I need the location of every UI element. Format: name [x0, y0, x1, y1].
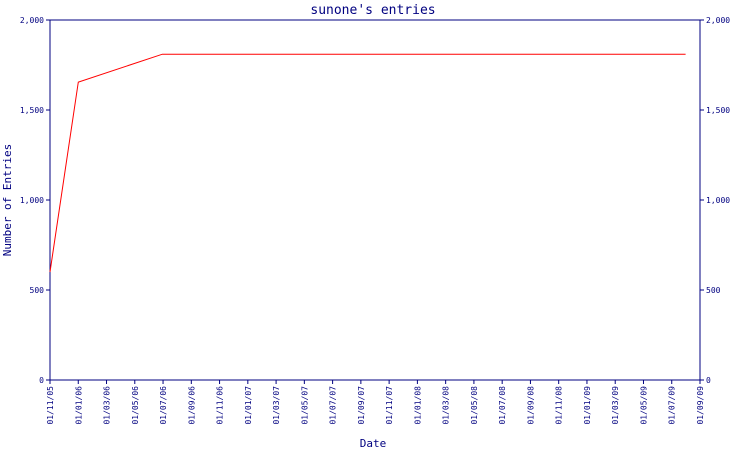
x-tick-label: 01/09/06	[187, 386, 196, 425]
x-tick-label: 01/07/09	[668, 386, 677, 425]
x-tick-label: 01/03/07	[272, 386, 281, 425]
x-tick-label: 01/09/08	[526, 386, 535, 425]
x-tick-label: 01/07/07	[329, 386, 338, 425]
y-axis-left: 0 500 1,000 1,500 2,000	[20, 16, 50, 385]
y-tick-label-left: 500	[30, 286, 45, 295]
x-axis: 01/11/05 01/01/06 01/03/06 01/05/06 01/07/06…	[46, 380, 705, 425]
y-tick-label-right: 0	[706, 376, 711, 385]
x-tick-label: 01/11/08	[555, 386, 564, 425]
series-line	[49, 53, 686, 273]
x-tick-label: 01/05/09	[639, 386, 648, 425]
x-tick-label: 01/09/07	[357, 386, 366, 425]
x-tick-label: 01/01/08	[413, 386, 422, 425]
x-tick-label: 01/05/07	[300, 386, 309, 425]
x-tick-label: 01/07/08	[498, 386, 507, 425]
x-tick-label: 01/09/09	[696, 386, 705, 425]
y-tick-label-right: 1,000	[706, 196, 730, 205]
x-tick-label: 01/05/08	[470, 386, 479, 425]
y-tick-label-right: 1,500	[706, 106, 730, 115]
y-tick-label-left: 0	[39, 376, 44, 385]
y-axis-right: 0 500 1,000 1,500 2,000	[700, 16, 730, 385]
x-tick-label: 01/03/09	[611, 386, 620, 425]
x-axis-label: Date	[360, 437, 387, 450]
chart-title: sunone's entries	[310, 3, 435, 18]
y-tick-label-right: 500	[706, 286, 721, 295]
x-tick-label: 01/07/06	[159, 386, 168, 425]
x-tick-label: 01/01/07	[244, 386, 253, 425]
x-tick-label: 01/11/06	[216, 386, 225, 425]
x-tick-label: 01/01/09	[583, 386, 592, 425]
series-layer	[49, 53, 686, 273]
y-tick-label-left: 2,000	[20, 16, 44, 25]
y-tick-label-left: 1,500	[20, 106, 44, 115]
x-tick-label: 01/11/07	[385, 386, 394, 425]
plot-frame	[49, 19, 701, 381]
y-axis-label: Number of Entries	[1, 144, 14, 257]
y-tick-label-right: 2,000	[706, 16, 730, 25]
x-tick-label: 01/03/08	[442, 386, 451, 425]
x-tick-label: 01/11/05	[46, 386, 55, 425]
y-tick-label-left: 1,000	[20, 196, 44, 205]
x-tick-label: 01/03/06	[103, 386, 112, 425]
x-tick-label: 01/05/06	[131, 386, 140, 425]
x-tick-label: 01/01/06	[74, 386, 83, 425]
